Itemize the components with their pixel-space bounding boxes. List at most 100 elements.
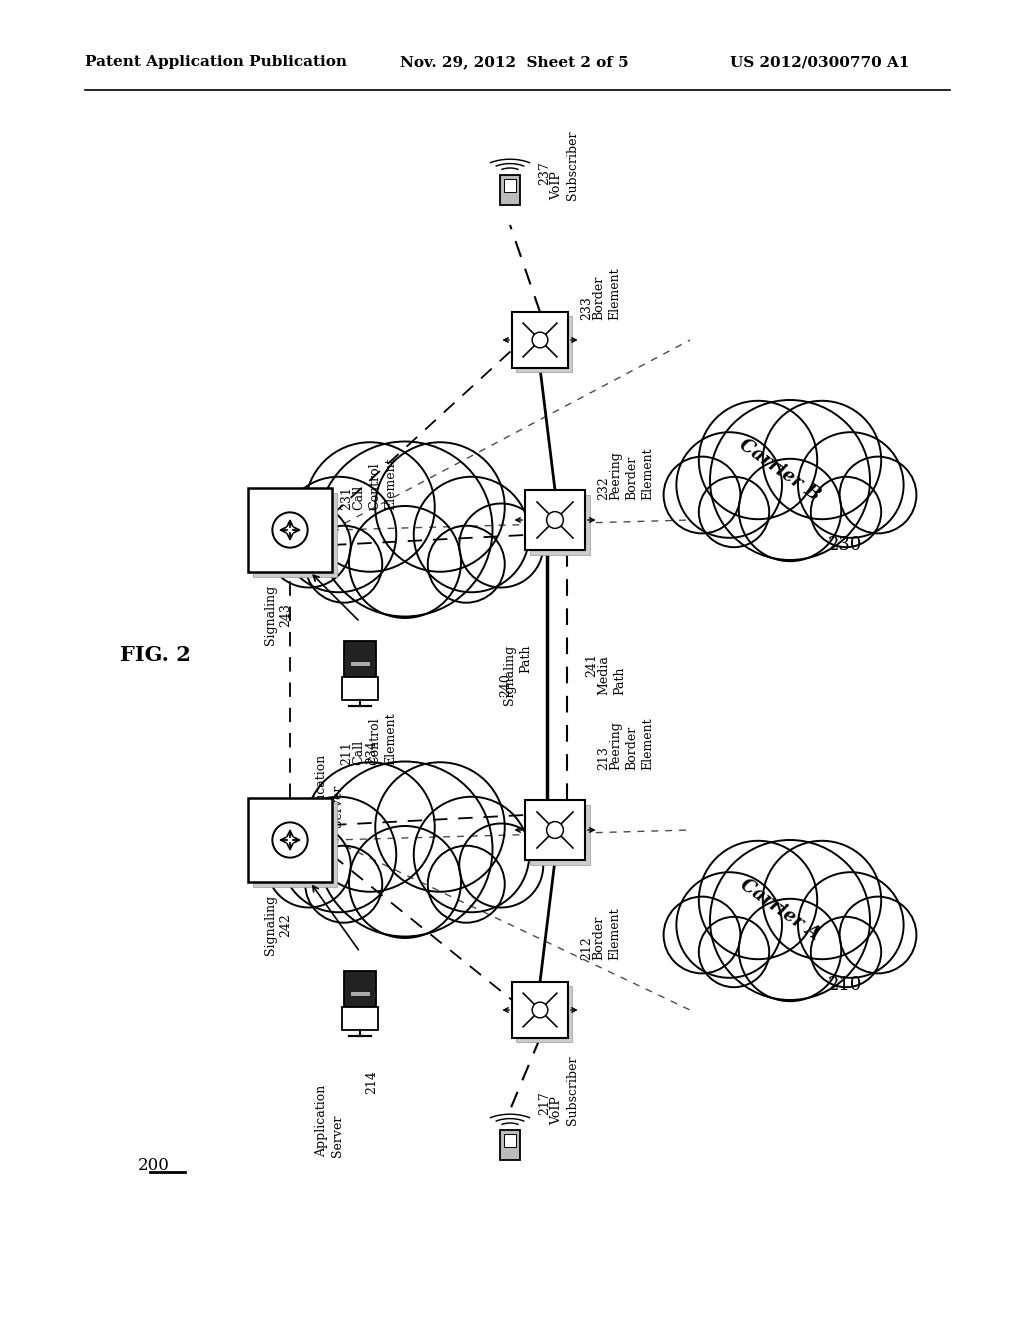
Text: Call
Control
Element: Call Control Element (352, 713, 397, 766)
Text: Call
Control
Element: Call Control Element (352, 457, 397, 510)
Polygon shape (516, 986, 572, 1043)
Text: Application
Server: Application Server (315, 1085, 344, 1158)
Bar (342, 1007, 378, 1030)
Text: Border
Element: Border Element (592, 907, 621, 960)
Circle shape (281, 797, 396, 912)
Circle shape (305, 442, 435, 572)
Circle shape (811, 477, 882, 548)
Bar (504, 180, 516, 193)
Text: Application
Server: Application Server (315, 755, 344, 828)
Circle shape (664, 896, 740, 973)
Circle shape (428, 525, 505, 603)
Text: Signaling
243: Signaling 243 (263, 585, 293, 645)
Bar (253, 494, 337, 577)
Text: 210: 210 (827, 975, 862, 994)
Text: VoIP
Subscriber: VoIP Subscriber (550, 131, 579, 201)
Circle shape (266, 503, 351, 587)
Circle shape (281, 477, 396, 593)
Circle shape (272, 512, 307, 548)
Text: 231: 231 (340, 486, 353, 510)
Bar (512, 982, 568, 1038)
Bar (253, 803, 337, 887)
Circle shape (305, 762, 435, 892)
Circle shape (349, 826, 461, 939)
Text: 217: 217 (538, 1092, 551, 1115)
Text: 241: 241 (585, 653, 598, 677)
Bar (525, 800, 585, 861)
Circle shape (763, 841, 882, 960)
Circle shape (459, 503, 544, 587)
Text: 230: 230 (827, 536, 862, 554)
Bar (500, 174, 520, 206)
Circle shape (532, 333, 548, 348)
Text: 213: 213 (597, 746, 610, 770)
Bar (344, 642, 376, 677)
Circle shape (698, 841, 817, 960)
Bar (500, 1130, 520, 1160)
Circle shape (532, 1002, 548, 1018)
Circle shape (305, 846, 382, 923)
Bar (525, 490, 585, 550)
Text: VoIP
Subscriber: VoIP Subscriber (550, 1056, 579, 1125)
Bar (344, 972, 376, 1007)
Text: Nov. 29, 2012  Sheet 2 of 5: Nov. 29, 2012 Sheet 2 of 5 (400, 55, 629, 69)
Circle shape (698, 477, 769, 548)
Bar (504, 1134, 516, 1147)
Circle shape (840, 896, 916, 973)
Circle shape (763, 401, 882, 519)
Polygon shape (529, 804, 590, 865)
Circle shape (349, 506, 461, 618)
Bar (350, 991, 370, 997)
Circle shape (710, 840, 870, 1001)
Polygon shape (516, 317, 572, 372)
Text: Signaling
Path: Signaling Path (503, 645, 532, 705)
Circle shape (677, 873, 782, 978)
Text: Media
Path: Media Path (597, 655, 626, 694)
Circle shape (375, 442, 505, 572)
Text: 214: 214 (365, 1071, 378, 1094)
Circle shape (698, 917, 769, 987)
Circle shape (428, 846, 505, 923)
Text: FIG. 2: FIG. 2 (120, 645, 190, 665)
Text: Signaling
242: Signaling 242 (263, 895, 293, 956)
Text: Carrier A: Carrier A (736, 876, 823, 944)
Text: Peering
Border
Element: Peering Border Element (609, 717, 654, 770)
Circle shape (710, 400, 870, 560)
Bar (342, 677, 378, 700)
Circle shape (811, 917, 882, 987)
Circle shape (272, 822, 307, 858)
Text: 232: 232 (597, 477, 610, 500)
Text: 240: 240 (499, 673, 512, 697)
Text: Patent Application Publication: Patent Application Publication (85, 55, 347, 69)
Circle shape (414, 797, 529, 912)
Text: Border
Element: Border Element (592, 268, 621, 319)
Circle shape (375, 762, 505, 892)
Circle shape (798, 432, 903, 537)
Circle shape (677, 432, 782, 537)
Circle shape (664, 457, 740, 533)
Circle shape (798, 873, 903, 978)
Text: US 2012/0300770 A1: US 2012/0300770 A1 (730, 55, 909, 69)
Text: 234: 234 (365, 741, 378, 764)
Circle shape (738, 899, 841, 1001)
Text: 237: 237 (538, 161, 551, 185)
Circle shape (840, 457, 916, 533)
Bar (350, 661, 370, 667)
Circle shape (305, 525, 382, 603)
Bar (248, 488, 332, 572)
Circle shape (414, 477, 529, 593)
Text: 200: 200 (138, 1156, 170, 1173)
Circle shape (547, 821, 563, 838)
Text: Peering
Border
Element: Peering Border Element (609, 447, 654, 500)
Text: 211: 211 (340, 741, 353, 766)
Circle shape (317, 762, 493, 936)
Circle shape (698, 401, 817, 519)
Bar (512, 312, 568, 368)
Polygon shape (529, 495, 590, 554)
Text: 233: 233 (580, 296, 593, 319)
Circle shape (317, 441, 493, 616)
Text: 212: 212 (580, 936, 593, 960)
Circle shape (738, 459, 841, 561)
Circle shape (547, 512, 563, 528)
Circle shape (266, 824, 351, 908)
